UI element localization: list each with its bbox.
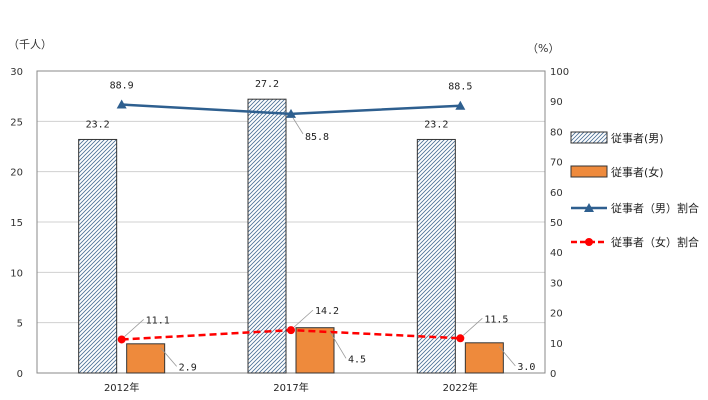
bar (126, 343, 166, 374)
data-label-leader (463, 317, 483, 336)
left-tick-label: 15 (10, 218, 23, 229)
legend-label: 従事者（男）割合 (611, 201, 699, 215)
data-label-leader (160, 347, 177, 367)
left-tick-label: 5 (17, 319, 23, 330)
bar (295, 327, 335, 374)
line-marker (455, 100, 466, 110)
data-label: 11.5 (484, 314, 508, 325)
lines (116, 99, 466, 344)
right-tick-label: 100 (550, 67, 569, 78)
left-axis-ticks: 0 5 10 15 20 25 30 (10, 67, 23, 380)
data-label-leader (293, 309, 314, 328)
data-label: 14.2 (315, 306, 339, 317)
bar (464, 342, 504, 374)
line-marker (117, 335, 126, 344)
right-tick-label: 30 (550, 278, 563, 289)
legend-marker (584, 203, 594, 212)
legend-label: 従事者(女) (611, 165, 664, 179)
data-label: 11.1 (146, 315, 170, 326)
left-tick-label: 10 (10, 268, 23, 279)
right-axis-ticks: 0 10 20 30 40 50 60 70 80 90 100 (550, 67, 569, 380)
left-tick-label: 30 (10, 67, 23, 78)
left-tick-label: 0 (17, 369, 23, 380)
data-label-leader (292, 117, 304, 135)
bar (247, 98, 287, 374)
data-label: 88.5 (448, 82, 472, 93)
data-label: 23.2 (86, 119, 110, 130)
right-tick-label: 70 (550, 158, 563, 169)
data-label: 4.5 (348, 354, 366, 365)
plot-area-border (36, 70, 546, 374)
data-label-leader (124, 319, 144, 337)
data-label: 88.9 (110, 81, 134, 92)
right-tick-label: 50 (550, 218, 563, 229)
category-label: 2012年 (104, 381, 139, 394)
right-tick-label: 0 (550, 369, 556, 380)
left-tick-label: 20 (10, 168, 23, 179)
bar (78, 138, 118, 374)
legend-label: 従事者(男) (611, 132, 664, 145)
data-label: 23.2 (424, 119, 448, 130)
data-label: 85.8 (305, 132, 329, 143)
right-tick-label: 90 (550, 97, 563, 108)
data-labels: 23.2 27.2 23.2 2.9 4.5 3.0 88.9 85.8 88.5 11.1 14.… (86, 79, 536, 373)
data-label: 3.0 (517, 362, 535, 373)
right-tick-label: 40 (550, 248, 563, 259)
line-marker (287, 326, 295, 335)
data-label-leader (499, 346, 516, 367)
line-marker (116, 99, 127, 109)
category-label: 2017年 (273, 381, 308, 394)
data-label: 2.9 (179, 362, 197, 373)
right-tick-label: 80 (550, 127, 563, 138)
bar (416, 138, 456, 374)
right-tick-label: 10 (550, 339, 563, 350)
left-tick-label: 25 (10, 117, 23, 128)
legend-swatch (570, 165, 608, 178)
right-tick-label: 60 (550, 188, 563, 199)
line-marker (286, 108, 296, 118)
data-label-leader (329, 331, 347, 359)
legend-label: 従事者（女）割合 (611, 235, 699, 249)
legend-swatch (570, 131, 608, 144)
category-labels: 2012年 2017年 2022年 (104, 381, 478, 394)
category-label: 2022年 (443, 381, 478, 394)
legend-marker (585, 238, 593, 246)
right-tick-label: 20 (550, 309, 563, 320)
bars (78, 98, 504, 374)
right-axis-unit: （%） (527, 42, 559, 55)
left-axis-unit: （千人） (8, 38, 52, 51)
plot-frame (36, 70, 546, 374)
line-marker (456, 334, 465, 343)
data-label: 27.2 (255, 79, 279, 90)
